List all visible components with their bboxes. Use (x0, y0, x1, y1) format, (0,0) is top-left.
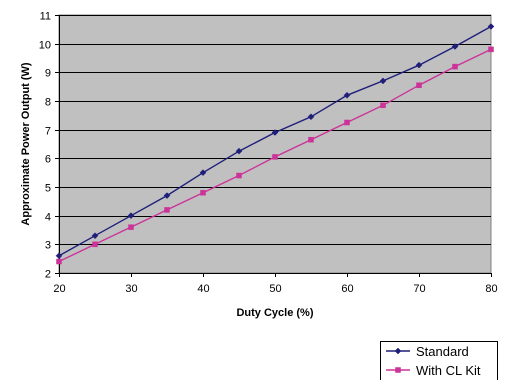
with-cl-kit-series (56, 46, 494, 265)
x-tick-label: 40 (197, 283, 209, 295)
x-tick-label: 20 (53, 283, 65, 295)
standard-point (235, 147, 243, 155)
standard-point (91, 232, 99, 240)
standard-point (307, 113, 315, 121)
x-axis-title: Duty Cycle (%) (236, 307, 313, 319)
legend-items: Standard With CL Kit (386, 344, 481, 378)
x-tick-label: 30 (125, 283, 137, 295)
standard-series (55, 23, 495, 260)
legend-item-standard: Standard (386, 344, 469, 359)
x-tick-label: 50 (269, 283, 281, 295)
with-cl-kit-point (128, 224, 134, 230)
standard-point (451, 43, 459, 50)
standard-point (343, 91, 351, 99)
y-tick-label: 6 (45, 154, 51, 166)
axes (55, 15, 492, 277)
x-tick-label: 80 (485, 283, 497, 295)
series-lines (55, 23, 495, 265)
legend-label-with-cl-kit: With CL Kit (416, 363, 481, 378)
standard-point (271, 129, 279, 136)
with-cl-kit-point (56, 258, 62, 265)
y-axis-title: Approximate Power Output (W) (20, 62, 32, 226)
with-cl-kit-point (344, 119, 350, 126)
legend: Standard With CL Kit (380, 341, 498, 381)
x-tick-label: 60 (341, 283, 353, 295)
standard-point (379, 77, 387, 85)
tick-labels: 2 3 4 5 6 7 8 9 10 11 20 30 40 50 60 70 80 (39, 11, 498, 296)
y-tick-label: 10 (39, 40, 51, 52)
y-tick-label: 4 (45, 212, 51, 224)
y-tick-label: 2 (45, 269, 51, 281)
x-tick-label: 70 (413, 283, 425, 295)
y-tick-label: 11 (40, 11, 51, 23)
with-cl-kit-point (164, 207, 170, 213)
with-cl-kit-point (308, 136, 314, 143)
with-cl-kit-point (236, 172, 242, 179)
with-cl-kit-point (92, 241, 98, 248)
with-cl-kit-point (380, 102, 386, 109)
with-cl-kit-point (488, 46, 494, 53)
legend-standard-point (394, 347, 402, 355)
y-tick-label: 7 (45, 126, 51, 138)
y-tick-label: 3 (45, 240, 51, 252)
standard-point (415, 61, 423, 69)
legend-with-cl-kit-point (395, 367, 401, 373)
y-tick-label: 9 (45, 68, 51, 80)
plot-area (58, 14, 492, 274)
legend-box (380, 341, 498, 381)
with-cl-kit-point (200, 189, 206, 196)
legend-label-standard: Standard (416, 344, 469, 359)
with-cl-kit-point (452, 63, 458, 70)
standard-point (163, 192, 171, 199)
standard-point (127, 212, 135, 220)
standard-point (199, 169, 207, 177)
with-cl-kit-point (272, 154, 278, 160)
y-tick-label: 5 (45, 183, 51, 195)
y-tick-label: 8 (45, 97, 51, 109)
legend-item-with-cl-kit: With CL Kit (386, 363, 481, 378)
with-cl-kit-point (416, 82, 422, 88)
standard-point (487, 23, 495, 30)
